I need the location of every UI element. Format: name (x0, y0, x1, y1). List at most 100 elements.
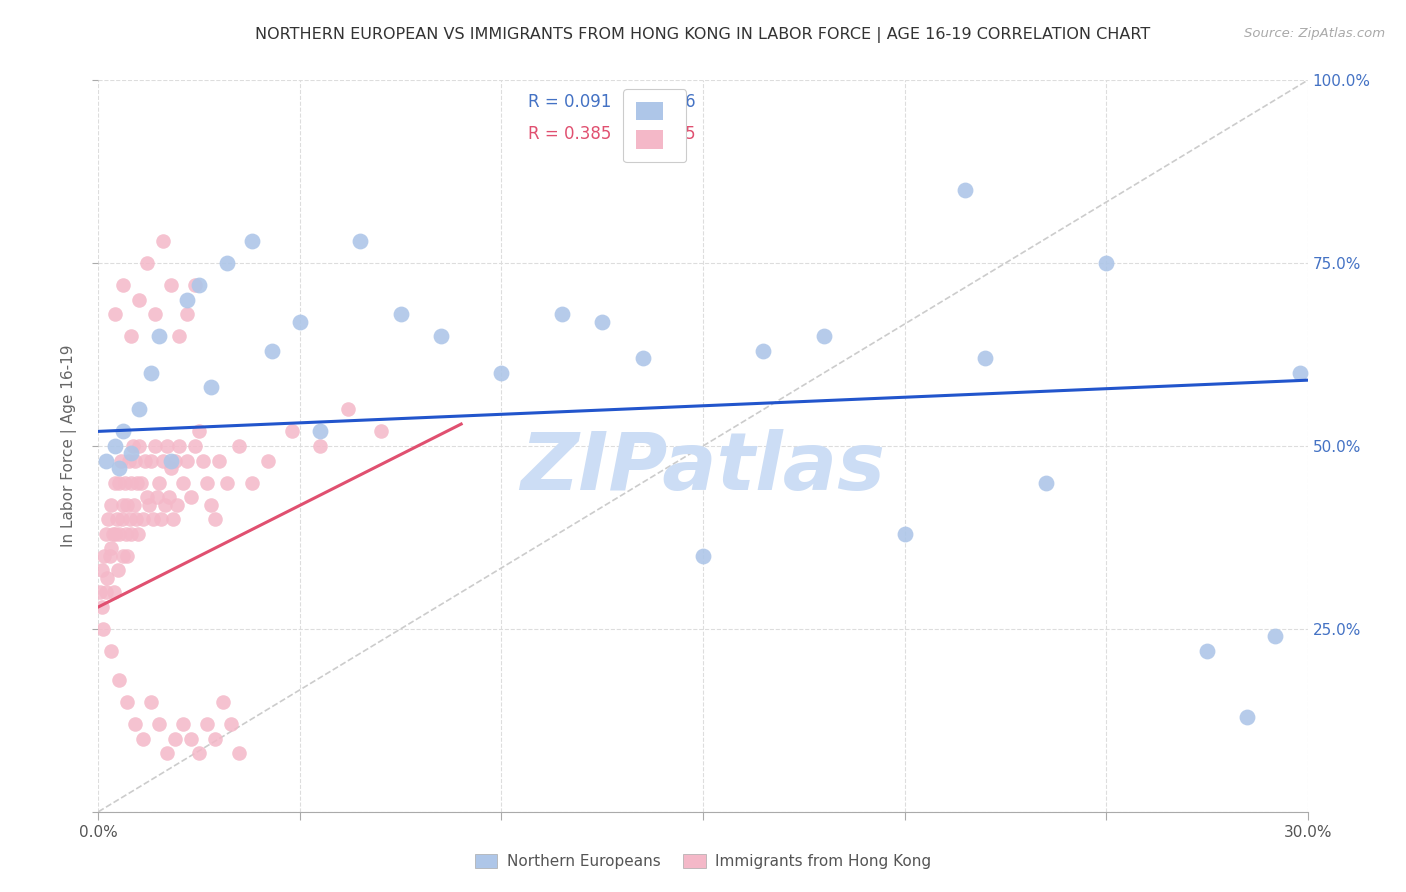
Point (96, 571, 118, 585)
Point (309, 425, 332, 439)
Point (176, 307, 198, 321)
Point (94, 585, 117, 599)
Point (160, 461, 183, 475)
Point (430, 329, 453, 343)
Point (90, 599, 112, 614)
Point (974, 351, 997, 366)
Point (143, 307, 166, 321)
Point (200, 380, 222, 394)
Point (125, 475, 148, 490)
Point (281, 425, 304, 439)
Point (163, 453, 186, 467)
Point (180, 490, 202, 504)
Point (370, 425, 392, 439)
Point (148, 329, 170, 343)
Point (107, 461, 129, 475)
Point (152, 453, 174, 467)
Point (118, 453, 141, 467)
Point (551, 307, 574, 321)
Point (172, 717, 194, 731)
Point (212, 695, 235, 709)
Point (91, 563, 114, 577)
Point (122, 498, 145, 512)
Point (195, 717, 218, 731)
Point (893, 526, 915, 541)
Point (91, 622, 114, 636)
Point (139, 453, 162, 467)
Point (389, 307, 412, 321)
Point (953, 183, 976, 197)
Point (217, 475, 239, 490)
Point (124, 717, 146, 731)
Point (221, 717, 243, 731)
Point (813, 329, 835, 343)
Point (156, 439, 179, 453)
Point (200, 498, 222, 512)
Point (103, 585, 125, 599)
Point (121, 439, 143, 453)
Point (120, 446, 142, 460)
Point (204, 512, 226, 526)
Point (591, 315, 613, 329)
Point (103, 439, 125, 453)
Point (111, 278, 134, 293)
Point (172, 475, 194, 490)
Point (111, 425, 134, 439)
Point (491, 366, 513, 380)
Point (162, 512, 184, 526)
Point (163, 731, 186, 746)
Point (349, 234, 371, 248)
Point (115, 695, 138, 709)
Point (114, 526, 136, 541)
Point (208, 453, 231, 467)
Point (111, 498, 134, 512)
Point (112, 549, 135, 563)
Point (107, 673, 129, 687)
Point (184, 439, 207, 453)
Point (142, 512, 165, 526)
Point (188, 278, 211, 293)
Point (193, 453, 215, 467)
Point (110, 453, 132, 467)
Point (121, 526, 143, 541)
Point (134, 453, 156, 467)
Point (127, 526, 149, 541)
Point (107, 563, 129, 577)
Point (240, 475, 263, 490)
Point (167, 439, 190, 453)
Point (228, 439, 250, 453)
Point (103, 475, 125, 490)
Point (115, 498, 138, 512)
Point (256, 453, 278, 467)
Point (135, 490, 157, 504)
Text: R = 0.385   N = 105: R = 0.385 N = 105 (527, 125, 696, 143)
Point (309, 439, 332, 453)
Point (129, 475, 152, 490)
Point (132, 512, 155, 526)
Point (1264, 629, 1286, 643)
Point (217, 256, 239, 270)
Point (107, 475, 129, 490)
Legend: , : , (623, 89, 686, 162)
Point (692, 549, 714, 563)
Point (117, 549, 139, 563)
Point (195, 475, 218, 490)
Point (132, 731, 155, 746)
Point (100, 541, 122, 556)
Point (167, 329, 190, 343)
Point (752, 343, 775, 358)
Point (120, 329, 142, 343)
Point (93, 549, 115, 563)
Point (1236, 709, 1258, 723)
Point (631, 351, 654, 366)
Point (337, 402, 360, 417)
Point (101, 526, 124, 541)
Point (160, 453, 183, 467)
Point (139, 366, 162, 380)
Point (96, 526, 118, 541)
Point (240, 234, 263, 248)
Point (160, 278, 183, 293)
Point (98, 549, 121, 563)
Point (111, 512, 134, 526)
Point (149, 512, 172, 526)
